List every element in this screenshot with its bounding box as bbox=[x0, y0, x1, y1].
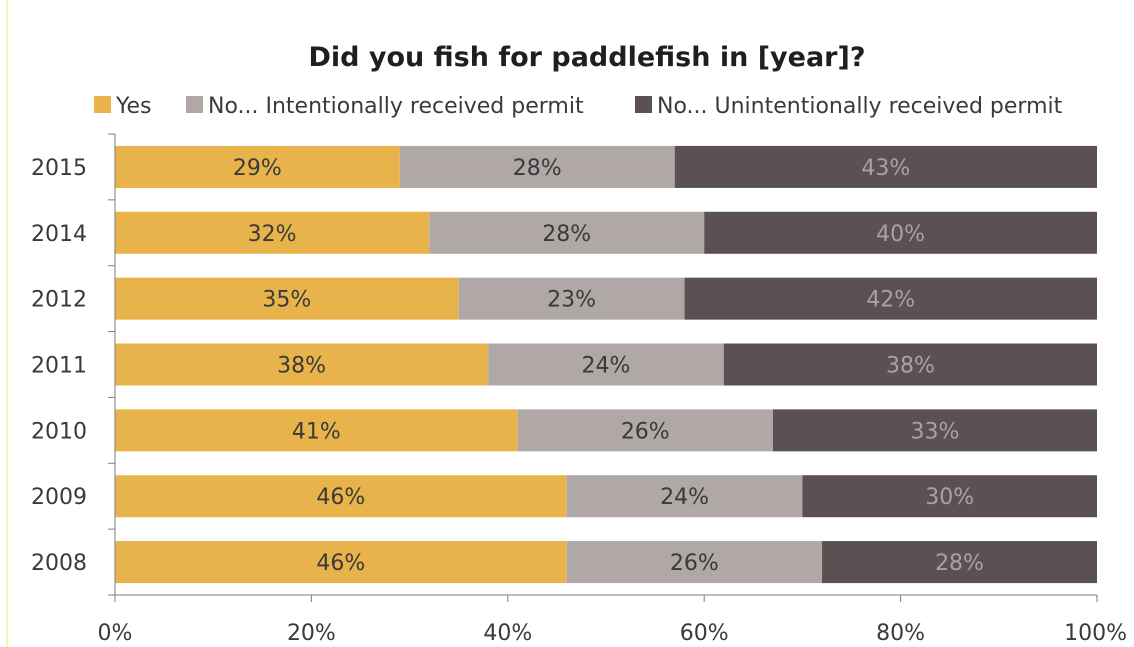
data-label-2010-yes: 41% bbox=[292, 419, 341, 444]
data-label-2009-unintentional: 30% bbox=[925, 485, 974, 510]
bar-2014-yes bbox=[115, 211, 430, 254]
legend-item-unintentional-label: No... Unintentionally received permit bbox=[657, 94, 1063, 119]
data-label-2011-yes: 38% bbox=[277, 354, 326, 379]
legend-item-intentional-swatch bbox=[186, 96, 203, 113]
data-label-2010-unintentional: 33% bbox=[911, 419, 960, 444]
bar-2012-unintentional bbox=[684, 277, 1097, 320]
y-tick-label-2008: 2008 bbox=[31, 551, 87, 576]
y-tick-label-2014: 2014 bbox=[31, 222, 87, 247]
legend-item-intentional-label: No... Intentionally received permit bbox=[208, 94, 584, 119]
data-label-2009-intentional: 24% bbox=[660, 485, 709, 510]
data-label-2008-unintentional: 28% bbox=[935, 551, 984, 576]
bars: 29% 28% 43% 32% 28% 40% 35% 23% 42% 38% 24% 38% 41% 2… bbox=[115, 145, 1097, 584]
data-label-2011-unintentional: 38% bbox=[886, 354, 935, 379]
data-label-2009-yes: 46% bbox=[316, 485, 365, 510]
data-label-2012-unintentional: 42% bbox=[866, 288, 915, 313]
bar-2009-yes bbox=[115, 475, 567, 518]
legend-item-unintentional-swatch bbox=[635, 96, 652, 113]
y-tick-label-2010: 2010 bbox=[31, 419, 87, 444]
x-tick-label-3: 60% bbox=[680, 621, 729, 646]
y-tick-label-2009: 2009 bbox=[31, 485, 87, 510]
data-label-2012-yes: 35% bbox=[262, 288, 311, 313]
bar-2014-intentional bbox=[429, 211, 705, 254]
bar-2010-intentional bbox=[517, 409, 773, 452]
bar-2009-unintentional bbox=[802, 475, 1097, 518]
x-tick-label-2: 40% bbox=[483, 621, 532, 646]
bar-2015-yes bbox=[115, 145, 400, 188]
data-label-2010-intentional: 26% bbox=[621, 419, 670, 444]
data-label-2015-yes: 29% bbox=[233, 156, 282, 181]
data-label-2008-intentional: 26% bbox=[670, 551, 719, 576]
legend: Yes No... Intentionally received permit No… bbox=[94, 94, 1063, 119]
data-label-2014-yes: 32% bbox=[248, 222, 297, 247]
bar-2015-unintentional bbox=[674, 145, 1097, 188]
data-label-2014-intentional: 28% bbox=[542, 222, 591, 247]
bar-2011-intentional bbox=[488, 343, 724, 386]
bar-2012-yes bbox=[115, 277, 459, 320]
chart-title: Did you fish for paddlefish in [year]? bbox=[308, 42, 865, 73]
data-label-2011-intentional: 24% bbox=[582, 354, 631, 379]
data-label-2008-yes: 46% bbox=[316, 551, 365, 576]
x-tick-label-4: 80% bbox=[876, 621, 925, 646]
x-tick-label-5: 100% bbox=[1064, 621, 1127, 646]
bar-2014-unintentional bbox=[704, 211, 1097, 254]
x-tick-label-1: 20% bbox=[287, 621, 336, 646]
legend-item-yes-label: Yes bbox=[115, 94, 152, 119]
bar-2010-yes bbox=[115, 409, 518, 452]
bar-2011-yes bbox=[115, 343, 489, 386]
axes: 2015 2014 2012 2011 2010 2009 2008 0% 20% 40% 60% 8… bbox=[31, 133, 1127, 646]
data-label-2014-unintentional: 40% bbox=[876, 222, 925, 247]
bar-2008-yes bbox=[115, 541, 567, 584]
bar-2010-unintentional bbox=[772, 409, 1097, 452]
bar-2015-intentional bbox=[399, 145, 675, 188]
x-tick-label-0: 0% bbox=[98, 621, 133, 646]
data-label-2015-intentional: 28% bbox=[513, 156, 562, 181]
bar-2008-unintentional bbox=[822, 541, 1097, 584]
legend-item-yes-swatch bbox=[94, 96, 111, 113]
bar-2008-intentional bbox=[566, 541, 823, 584]
y-tick-label-2012: 2012 bbox=[31, 288, 87, 313]
bar-2011-unintentional bbox=[723, 343, 1097, 386]
data-label-2012-intentional: 23% bbox=[547, 288, 596, 313]
data-label-2015-unintentional: 43% bbox=[861, 156, 910, 181]
bar-2012-intentional bbox=[458, 277, 685, 320]
y-tick-label-2011: 2011 bbox=[31, 354, 87, 379]
bar-2009-intentional bbox=[566, 475, 803, 518]
y-tick-label-2015: 2015 bbox=[31, 156, 87, 181]
